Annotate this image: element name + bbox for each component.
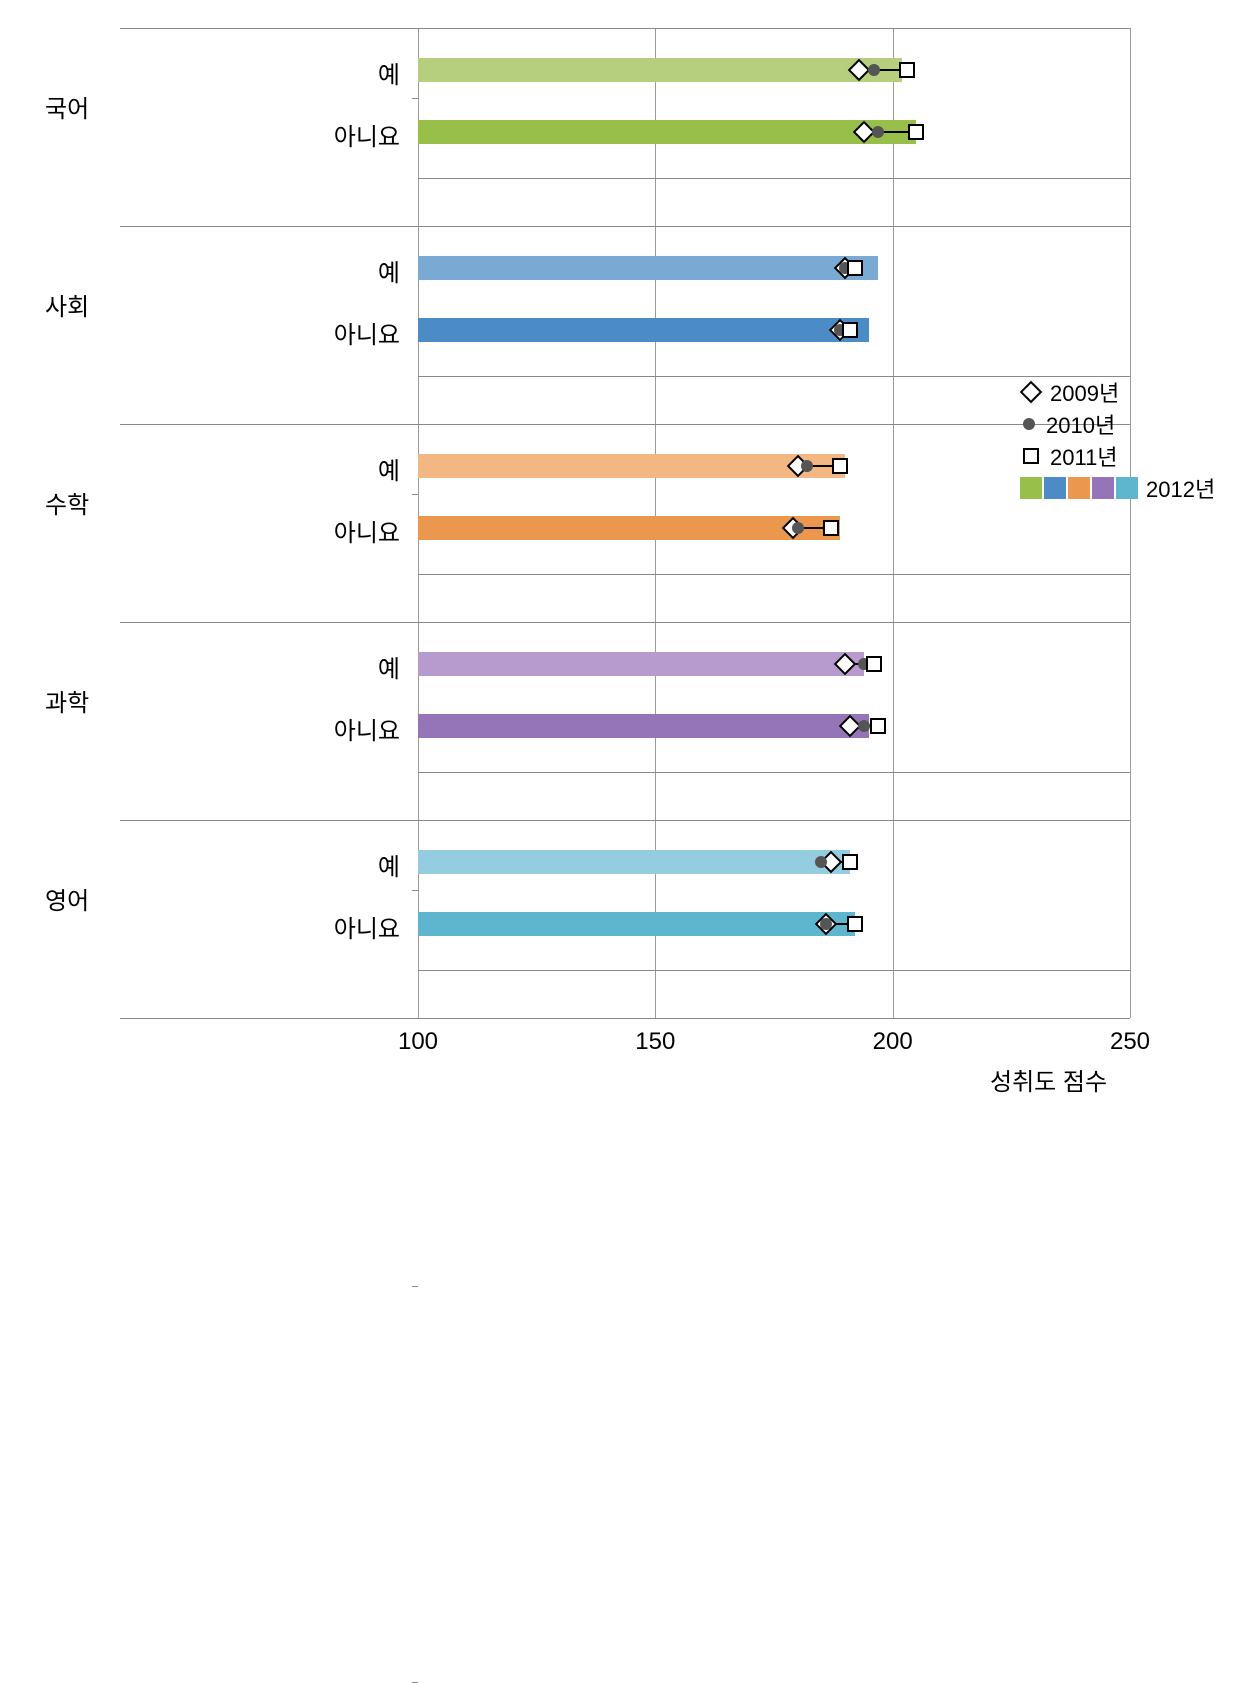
group-separator <box>418 970 1130 971</box>
marker-2011 <box>870 718 886 734</box>
square-icon <box>1023 448 1039 464</box>
marker-2011 <box>842 322 858 338</box>
subject-label: 사회 <box>45 287 89 322</box>
bar-yes <box>418 256 878 280</box>
row-label-yes: 예 <box>140 253 400 288</box>
marker-2011 <box>866 656 882 672</box>
subject-label: 과학 <box>45 683 89 718</box>
gridline <box>1130 28 1131 1018</box>
bar-no <box>418 714 869 738</box>
group-separator <box>418 772 1130 773</box>
bar-no <box>418 912 855 936</box>
legend: 2009년 2010년 2011년 2012년 <box>1020 377 1240 505</box>
circle-icon <box>1023 418 1035 430</box>
group-outer-separator <box>120 424 1130 425</box>
legend-swatch <box>1092 477 1114 499</box>
legend-swatch <box>1044 477 1066 499</box>
bar-yes <box>418 652 864 676</box>
x-tick-label: 150 <box>635 1028 675 1056</box>
legend-label-2010: 2010년 <box>1046 408 1115 440</box>
subject-label: 영어 <box>45 881 89 916</box>
x-tick-label: 200 <box>873 1028 913 1056</box>
bar-no <box>418 318 869 342</box>
legend-label-2012: 2012년 <box>1146 472 1215 504</box>
legend-swatches <box>1020 477 1138 499</box>
group-tick <box>412 98 418 99</box>
x-axis-title: 성취도 점수 <box>990 1062 1107 1097</box>
marker-2011 <box>842 854 858 870</box>
row-label-yes: 예 <box>140 847 400 882</box>
marker-2011 <box>832 458 848 474</box>
group-tick <box>412 890 418 891</box>
row-label-no: 아니요 <box>140 909 400 944</box>
axis-line <box>120 28 1130 29</box>
legend-label-2011: 2011년 <box>1050 440 1118 472</box>
legend-item-2009: 2009년 <box>1020 377 1240 407</box>
legend-item-2011: 2011년 <box>1020 441 1240 471</box>
plot-area: 국어예아니요사회예아니요수학예아니요과학예아니요영어예아니요1001502002… <box>120 28 1130 1018</box>
row-label-yes: 예 <box>140 649 400 684</box>
marker-2011 <box>823 520 839 536</box>
row-label-no: 아니요 <box>140 513 400 548</box>
legend-label-2009: 2009년 <box>1050 376 1119 408</box>
marker-2011 <box>908 124 924 140</box>
row-label-no: 아니요 <box>140 117 400 152</box>
group-tick <box>412 494 418 495</box>
group-outer-separator <box>120 622 1130 623</box>
marker-2010 <box>815 856 827 868</box>
x-axis-line <box>120 1018 1130 1019</box>
legend-item-2010: 2010년 <box>1020 409 1240 439</box>
row-label-no: 아니요 <box>140 315 400 350</box>
diamond-icon <box>1020 381 1043 404</box>
group-separator <box>418 178 1130 179</box>
row-label-yes: 예 <box>140 55 400 90</box>
x-tick-label: 100 <box>398 1028 438 1056</box>
row-label-no: 아니요 <box>140 711 400 746</box>
marker-2010 <box>801 460 813 472</box>
marker-2010 <box>792 522 804 534</box>
subject-label: 수학 <box>45 485 89 520</box>
bar-yes <box>418 850 850 874</box>
group-tick <box>412 1286 418 1287</box>
marker-2010 <box>868 64 880 76</box>
bar-yes <box>418 454 845 478</box>
x-tick-label: 250 <box>1110 1028 1150 1056</box>
subject-label: 국어 <box>45 89 89 124</box>
gridline <box>893 28 894 1018</box>
legend-swatch <box>1020 477 1042 499</box>
marker-2011 <box>847 916 863 932</box>
group-separator <box>418 574 1130 575</box>
row-label-yes: 예 <box>140 451 400 486</box>
marker-2010 <box>858 720 870 732</box>
marker-2010 <box>872 126 884 138</box>
marker-2010 <box>820 918 832 930</box>
legend-swatch <box>1068 477 1090 499</box>
legend-item-2012: 2012년 <box>1020 473 1240 503</box>
bar-no <box>418 516 840 540</box>
achievement-chart: 국어예아니요사회예아니요수학예아니요과학예아니요영어예아니요1001502002… <box>20 20 1220 1065</box>
group-outer-separator <box>120 226 1130 227</box>
marker-2011 <box>847 260 863 276</box>
legend-swatch <box>1116 477 1138 499</box>
bar-yes <box>418 58 902 82</box>
bar-no <box>418 120 916 144</box>
marker-2011 <box>899 62 915 78</box>
group-outer-separator <box>120 820 1130 821</box>
